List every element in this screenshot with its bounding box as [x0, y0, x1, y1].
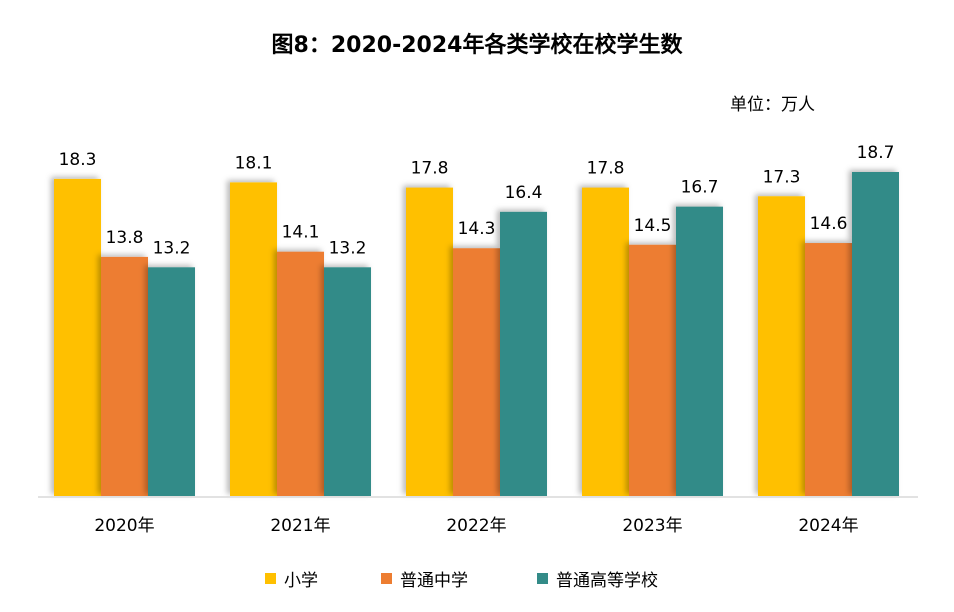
- bar-chart: 18.3 13.8 13.2 18.1 14.1 13.2 17.8 14.3 16.4 17.8…: [38, 143, 918, 536]
- bar-小学-2021年: [230, 182, 277, 496]
- bar-小学-2022年: [406, 187, 453, 497]
- bar-普通中学-2023年: [629, 244, 676, 496]
- legend-item: 普通中学: [381, 566, 468, 591]
- data-label: 17.3: [763, 167, 801, 187]
- bar-普通高等学校-2022年: [500, 211, 547, 496]
- x-tick-label: 2022年: [446, 516, 506, 536]
- bar-普通中学-2022年: [453, 248, 500, 496]
- bar-普通高等学校-2023年: [676, 206, 723, 496]
- bar-普通高等学校-2024年: [852, 172, 899, 496]
- x-tick-label: 2020年: [94, 516, 154, 536]
- data-label: 13.2: [153, 238, 191, 258]
- bar-小学-2024年: [758, 196, 805, 496]
- data-label: 17.8: [411, 159, 449, 179]
- legend-label: 普通高等学校: [556, 571, 658, 591]
- legend-swatch: [381, 573, 392, 584]
- data-label: 14.1: [282, 223, 320, 243]
- legend: 小学 普通中学 普通高等学校: [0, 566, 954, 592]
- bar-普通高等学校-2021年: [324, 267, 371, 496]
- data-label: 17.8: [587, 159, 625, 179]
- data-label: 14.6: [810, 214, 848, 234]
- legend-label: 普通中学: [400, 571, 468, 591]
- bar-普通中学-2021年: [277, 251, 324, 496]
- x-tick-label: 2024年: [798, 516, 858, 536]
- legend-label: 小学: [284, 571, 318, 591]
- x-tick-label: 2021年: [270, 516, 330, 536]
- bar-小学-2023年: [582, 187, 629, 497]
- unit-label: 单位：万人: [730, 95, 815, 115]
- data-label: 18.7: [857, 143, 895, 163]
- chart-title: 图8：2020-2024年各类学校在校学生数: [271, 33, 683, 58]
- bar-小学-2020年: [54, 178, 101, 496]
- bar-普通高等学校-2020年: [148, 267, 195, 496]
- legend-item: 小学: [265, 566, 318, 591]
- data-label: 16.7: [681, 178, 719, 198]
- legend-swatch: [537, 573, 548, 584]
- bar-普通中学-2020年: [101, 256, 148, 496]
- data-label: 13.2: [329, 238, 367, 258]
- data-label: 13.8: [106, 228, 144, 248]
- legend-swatch: [265, 573, 276, 584]
- bar-普通中学-2024年: [805, 243, 852, 496]
- x-tick-label: 2023年: [622, 516, 682, 536]
- data-label: 14.5: [634, 216, 672, 236]
- data-label: 18.3: [59, 150, 97, 170]
- data-label: 14.3: [458, 219, 496, 239]
- data-label: 16.4: [505, 183, 543, 203]
- legend-item: 普通高等学校: [537, 566, 658, 591]
- data-label: 18.1: [235, 153, 273, 173]
